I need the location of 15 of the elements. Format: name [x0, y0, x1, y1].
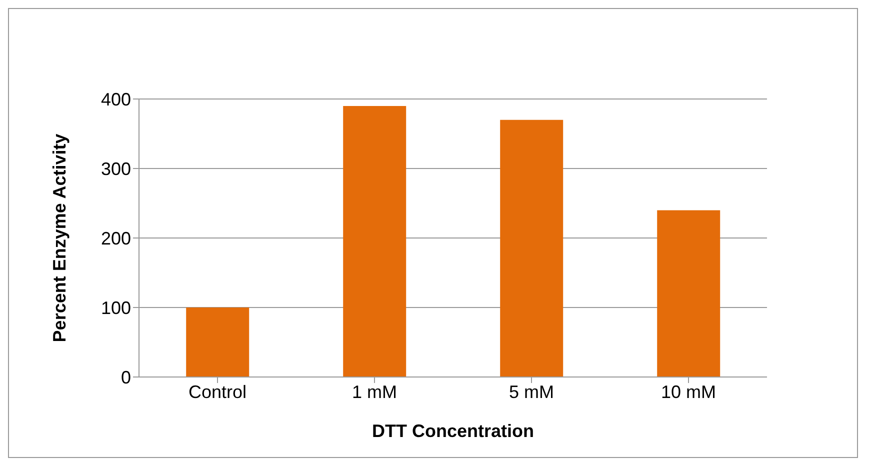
x-tick-label: Control: [188, 382, 247, 402]
bar: [343, 106, 406, 377]
bar: [500, 120, 564, 377]
y-tick-label: 100: [100, 298, 131, 318]
x-axis-title: DTT Concentration: [372, 421, 534, 441]
y-tick-label: 0: [120, 367, 131, 388]
x-tick-label: 10 mM: [660, 382, 716, 402]
y-axis-title: Percent Enzyme Activity: [49, 134, 70, 342]
y-tick-label: 200: [100, 228, 131, 248]
bar: [657, 210, 720, 377]
x-tick-label: 1 mM: [352, 382, 397, 402]
y-tick-label: 300: [100, 158, 131, 179]
bar: [186, 308, 250, 377]
x-tick-label: 5 mM: [509, 382, 554, 402]
y-tick-label: 400: [100, 89, 131, 110]
